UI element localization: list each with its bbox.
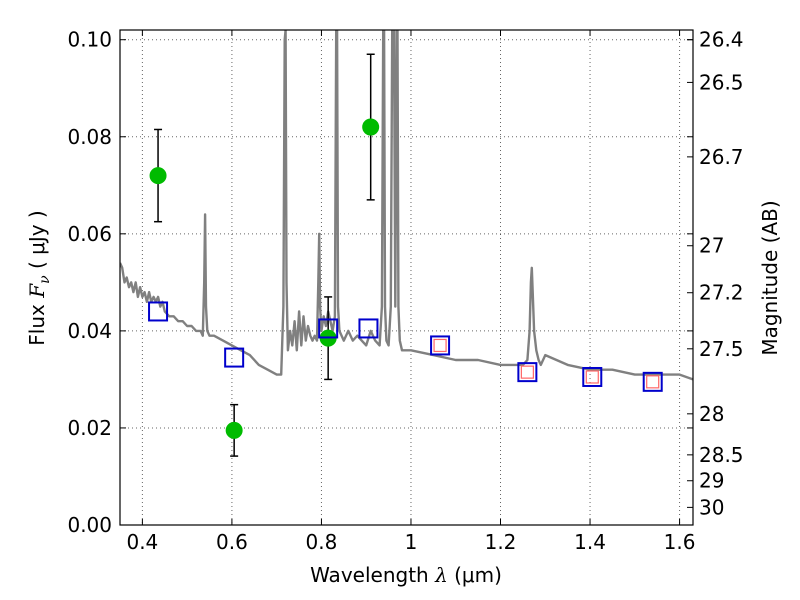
mag-tick-label: 27.5 xyxy=(699,337,744,361)
model-square-marker xyxy=(318,318,339,339)
mag-tick-label: 26.7 xyxy=(699,145,744,169)
y-axis-label: Flux Fν ( μJy ) xyxy=(25,210,53,345)
model-square-inner-marker xyxy=(433,338,447,353)
model-square-marker xyxy=(642,371,663,392)
y-tick-label: 0.02 xyxy=(67,416,112,440)
model-square-marker xyxy=(517,362,538,383)
x-axis-label: Wavelength λ (μm) xyxy=(310,563,502,587)
y-tick-label: 0.10 xyxy=(67,28,112,52)
axes: 0.4 0.6 0.8 1 1.2 1.4 1.6 0.00 0.02 0.04 0.06 0.08 0… xyxy=(67,28,743,554)
x-tick-label: 1.4 xyxy=(574,530,606,554)
x-tick-label: 1 xyxy=(405,530,418,554)
mag-tick-label: 27 xyxy=(699,234,724,258)
mag-tick-label: 27.2 xyxy=(699,281,744,305)
x-tick-label: 0.4 xyxy=(126,530,158,554)
mag-tick-label: 26.4 xyxy=(699,28,744,52)
y2-axis-label: Magnitude (AB) xyxy=(758,200,782,355)
model-square-marker xyxy=(358,318,379,339)
model-square-inner-marker xyxy=(520,365,534,379)
y-tick-label: 0.00 xyxy=(67,513,112,537)
model-square-marker xyxy=(148,301,169,322)
markers xyxy=(148,53,663,457)
x-tick-label: 0.8 xyxy=(306,530,338,554)
x-tick-label: 1.2 xyxy=(485,530,517,554)
observed-point xyxy=(225,421,243,439)
plot-frame xyxy=(119,29,694,526)
observed-point xyxy=(149,167,167,185)
y-tick-label: 0.08 xyxy=(67,125,112,149)
model-square-marker xyxy=(430,335,451,356)
grid xyxy=(120,30,693,526)
y-tick-label: 0.04 xyxy=(67,319,112,343)
model-square-inner-marker xyxy=(585,370,599,384)
mag-tick-label: 29 xyxy=(699,469,724,493)
observed-point xyxy=(362,118,380,136)
mag-tick-label: 28 xyxy=(699,402,724,426)
model-square-marker xyxy=(224,347,245,368)
model-square-marker xyxy=(582,366,603,387)
x-tick-label: 1.6 xyxy=(664,530,696,554)
y-tick-label: 0.06 xyxy=(67,222,112,246)
mag-tick-label: 30 xyxy=(699,495,724,519)
mag-tick-label: 26.5 xyxy=(699,70,744,94)
model-square-inner-marker xyxy=(646,375,660,389)
x-tick-label: 0.6 xyxy=(216,530,248,554)
mag-tick-label: 28.5 xyxy=(699,443,744,467)
